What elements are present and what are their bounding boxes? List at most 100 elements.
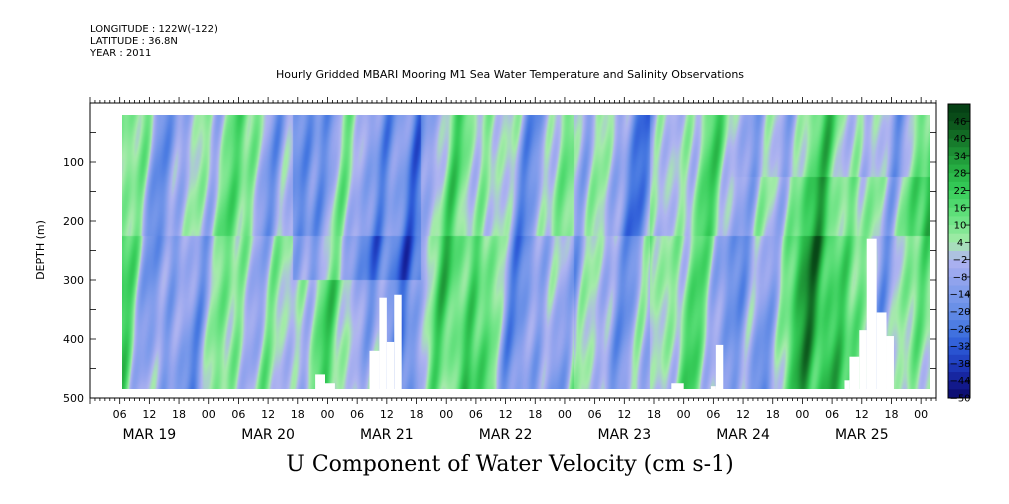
- colorbar-label: 46: [954, 117, 967, 128]
- colorbar-swatch: [948, 380, 970, 390]
- colorbar-swatch: [948, 112, 970, 122]
- colorbar-swatch: [948, 346, 970, 356]
- colorbar-frame: [947, 103, 971, 399]
- colorbar-swatch: [948, 181, 970, 191]
- missing-data-region: [715, 344, 724, 390]
- x-tick-label: 18: [291, 408, 305, 421]
- y-tick-label: 400: [63, 333, 84, 346]
- colorbar-swatch: [948, 320, 970, 330]
- x-day-label: MAR 19: [123, 427, 177, 443]
- colorbar-label: −50: [949, 394, 970, 405]
- missing-data-region: [386, 341, 395, 390]
- y-tick-label: 100: [63, 156, 84, 169]
- colorbar-swatch: [948, 147, 970, 157]
- colorbar-swatch: [948, 285, 970, 295]
- colorbar-label: −14: [949, 290, 970, 301]
- colorbar-label: 16: [954, 203, 967, 214]
- colorbar-label: 22: [954, 186, 967, 197]
- x-day-label: MAR 23: [597, 427, 651, 443]
- colorbar-swatch: [948, 216, 970, 226]
- x-tick-label: 18: [172, 408, 186, 421]
- colorbar-swatch: [948, 276, 970, 287]
- x-day-label: MAR 20: [241, 427, 295, 443]
- missing-data-region: [379, 297, 387, 390]
- x-tick-label: 18: [528, 408, 542, 421]
- colorbar-label: −38: [949, 359, 970, 370]
- missing-data-region: [325, 383, 335, 390]
- x-tick-label: 00: [914, 408, 928, 421]
- colorbar-swatch: [948, 190, 970, 200]
- chart-title: U Component of Water Velocity (cm s-1): [286, 452, 734, 477]
- x-tick-label: 00: [439, 408, 453, 421]
- x-tick-label: 12: [617, 408, 631, 421]
- missing-data-region: [369, 350, 380, 390]
- colorbar-swatch: [948, 294, 970, 304]
- missing-data-region: [394, 294, 402, 390]
- x-tick-label: 18: [884, 408, 898, 421]
- colorbar-label: 4: [957, 238, 963, 249]
- x-tick-label: 06: [706, 408, 720, 421]
- colorbar-swatch: [948, 251, 970, 261]
- x-day-label: MAR 24: [716, 427, 770, 443]
- x-tick-label: 00: [558, 408, 572, 421]
- x-day-label: MAR 25: [835, 427, 889, 443]
- x-tick-label: 00: [202, 408, 216, 421]
- x-tick-label: 00: [795, 408, 809, 421]
- colorbar-swatch: [948, 173, 970, 183]
- x-tick-label: 00: [320, 408, 334, 421]
- colorbar-label: −32: [949, 342, 970, 353]
- colorbar-label: 40: [954, 134, 967, 145]
- colorbar-swatch: [948, 121, 970, 131]
- y-axis-label: DEPTH (m): [34, 220, 47, 280]
- plot-title: Hourly Gridded MBARI Mooring M1 Sea Wate…: [275, 68, 745, 81]
- plot-axes: 06 12 18 00 06 12 18 00 06 12 18 00 06 12 18 00 06 12 18 00…: [63, 97, 937, 443]
- colorbar-swatch: [948, 372, 970, 382]
- latitude-text: LATITUDE : 36.8N: [90, 36, 178, 47]
- colorbar-label: −2: [953, 255, 968, 266]
- missing-data-region: [671, 383, 684, 390]
- colorbar-label: −8: [953, 272, 968, 283]
- colorbar-swatch: [948, 259, 970, 269]
- missing-data-region: [886, 336, 894, 390]
- year-text: YEAR : 2011: [90, 48, 152, 59]
- y-tick-label: 500: [63, 392, 84, 405]
- x-tick-label: 06: [350, 408, 364, 421]
- colorbar-swatch: [948, 302, 970, 313]
- colorbar-swatch: [948, 155, 970, 166]
- colorbar-swatch: [948, 242, 970, 252]
- x-tick-label: 06: [588, 408, 602, 421]
- y-tick-label: 300: [63, 274, 84, 287]
- x-tick-label: 18: [410, 408, 424, 421]
- x-tick-label: 12: [142, 408, 156, 421]
- x-tick-label: 06: [825, 408, 839, 421]
- colorbar-swatch: [948, 311, 970, 321]
- colorbar-label: −44: [949, 376, 970, 387]
- heatmap-field: [122, 115, 930, 389]
- colorbar-swatch: [948, 164, 970, 174]
- colorbar-label: 34: [954, 151, 967, 162]
- missing-data-region: [844, 380, 850, 390]
- missing-data-region: [876, 312, 887, 390]
- colorbar-swatch: [948, 104, 970, 114]
- colorbar-swatch: [948, 199, 970, 209]
- missing-data-region: [315, 374, 325, 390]
- missing-data-region: [859, 330, 867, 390]
- colorbar-label: −26: [949, 324, 970, 335]
- longitude-text: LONGITUDE : 122W(-122): [90, 24, 218, 35]
- metadata-block: LONGITUDE : 122W(-122) LATITUDE : 36.8N …: [90, 24, 218, 60]
- colorbar-label: 28: [954, 169, 967, 180]
- x-day-label: MAR 21: [360, 427, 414, 443]
- x-tick-label: 00: [677, 408, 691, 421]
- missing-data-region: [710, 386, 716, 390]
- missing-data-region: [866, 238, 877, 390]
- colorbar: 46 40 34 28 22 16 10 4 −2 −8 −14 −20 −26 −32 −38 −44 −50: [947, 103, 971, 405]
- x-tick-label: 12: [261, 408, 275, 421]
- missing-data-mask: [315, 238, 894, 390]
- colorbar-swatch: [948, 328, 970, 338]
- colorbar-label: 10: [954, 221, 967, 232]
- missing-data-region: [849, 356, 860, 390]
- x-tick-label: 12: [736, 408, 750, 421]
- colorbar-swatch: [948, 389, 970, 399]
- x-tick-label: 12: [855, 408, 869, 421]
